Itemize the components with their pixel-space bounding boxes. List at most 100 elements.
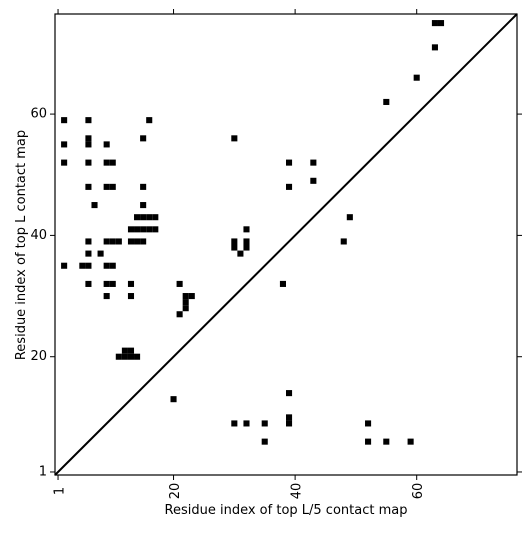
contact-point	[146, 117, 153, 124]
contact-point	[170, 396, 177, 403]
contact-point	[79, 262, 86, 269]
contact-point	[85, 250, 92, 257]
contact-point	[182, 293, 189, 300]
contact-point	[61, 159, 68, 166]
contact-point	[109, 159, 116, 166]
contact-point	[413, 74, 420, 81]
contact-point	[431, 20, 438, 27]
contact-point	[431, 44, 438, 51]
contact-point	[152, 214, 159, 221]
contact-point	[231, 135, 238, 142]
data-points	[61, 20, 445, 445]
contact-point	[127, 238, 135, 245]
axis-ticks	[50, 9, 522, 480]
contact-point	[61, 262, 68, 269]
contact-point	[286, 159, 293, 166]
contact-point	[85, 262, 92, 269]
contact-point	[127, 293, 135, 300]
contact-point	[279, 280, 286, 287]
contact-point	[61, 141, 68, 148]
contact-point	[243, 226, 250, 233]
contact-point	[182, 299, 189, 306]
contact-point	[103, 293, 110, 300]
contact-point	[85, 117, 92, 124]
x-tick-label: 60	[411, 483, 426, 500]
contact-point	[383, 98, 390, 105]
contact-point	[231, 420, 238, 427]
contact-point	[365, 420, 372, 427]
contact-point	[134, 353, 141, 360]
contact-point	[109, 183, 116, 190]
contact-point	[340, 238, 347, 245]
x-tick-label: 20	[168, 483, 183, 500]
contact-point	[140, 135, 147, 142]
contact-point	[103, 238, 110, 245]
contact-point	[61, 117, 68, 124]
contact-point	[182, 305, 189, 312]
contact-point	[243, 420, 250, 427]
contact-point	[134, 226, 141, 233]
contact-point	[286, 414, 293, 421]
diagonal-line	[54, 13, 518, 476]
contact-point	[121, 353, 128, 360]
contact-point	[127, 347, 135, 354]
x-tick-label: 40	[290, 483, 305, 500]
y-axis-label: Residue index of top L contact map	[14, 130, 29, 360]
tick-labels: 1 20 40 60 1 20 40 60	[30, 107, 426, 500]
contact-point	[127, 226, 135, 233]
contact-point	[103, 141, 110, 148]
contact-point	[85, 135, 92, 142]
contact-point	[146, 214, 153, 221]
contact-point	[109, 262, 116, 269]
y-tick-label: 40	[30, 228, 47, 243]
contact-point	[85, 183, 92, 190]
contact-point	[237, 250, 244, 257]
contact-point	[109, 238, 116, 245]
contact-point	[103, 159, 110, 166]
contact-point	[152, 226, 159, 233]
y-tick-label: 20	[30, 349, 47, 364]
contact-point	[134, 214, 141, 221]
contact-point	[103, 183, 110, 190]
diagonal-layer	[54, 13, 518, 476]
contact-point	[140, 214, 147, 221]
contact-point	[97, 250, 104, 257]
contact-point	[176, 280, 183, 287]
contact-point	[85, 159, 92, 166]
contact-point	[346, 214, 353, 221]
contact-point	[103, 262, 110, 269]
contact-point	[310, 159, 317, 166]
x-tick-label: 1	[53, 487, 68, 495]
contact-point	[243, 238, 250, 245]
contact-point	[286, 390, 293, 397]
contact-point	[85, 238, 92, 245]
contact-point	[140, 226, 147, 233]
contact-point	[407, 438, 414, 445]
contact-point	[310, 177, 317, 184]
contact-point	[85, 280, 92, 287]
contact-point	[365, 438, 372, 445]
contact-point	[115, 238, 122, 245]
y-tick-label: 1	[39, 464, 47, 479]
contact-point	[109, 280, 116, 287]
contact-point	[115, 353, 122, 360]
contact-point	[243, 244, 250, 251]
contact-point	[286, 183, 293, 190]
contact-point	[261, 438, 268, 445]
contact-point	[231, 244, 238, 251]
contact-point	[231, 238, 238, 245]
contact-point	[437, 20, 445, 27]
contact-point	[140, 238, 147, 245]
contact-point	[127, 280, 135, 287]
y-tick-label: 60	[30, 107, 47, 122]
plot-frame	[54, 13, 518, 476]
contact-point	[140, 183, 147, 190]
contact-point	[140, 202, 147, 209]
contact-point	[85, 141, 92, 148]
contact-point	[188, 293, 195, 300]
x-axis-label: Residue index of top L/5 contact map	[165, 503, 408, 518]
contact-point	[286, 420, 293, 427]
contact-point	[127, 353, 135, 360]
